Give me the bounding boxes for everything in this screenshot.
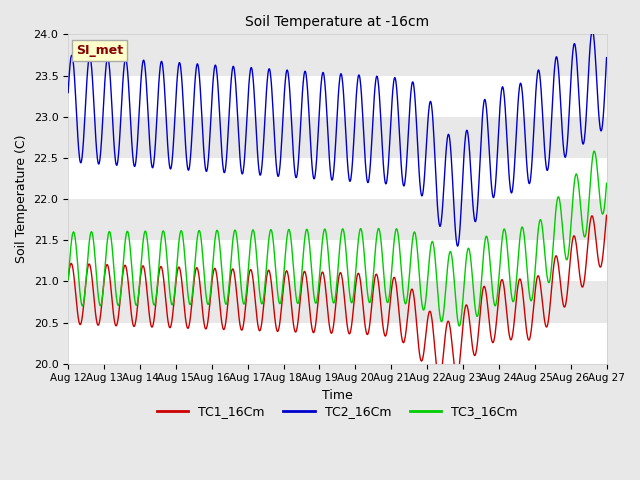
TC3_16Cm [64, 277, 72, 283]
Bar [68, 199, 607, 240]
Bar [68, 35, 607, 75]
TC2_16Cm [244, 94, 252, 99]
TC3_16Cm [171, 288, 179, 294]
TC1_16Cm [492, 328, 499, 334]
Bar [68, 281, 607, 323]
TC3_16Cm [184, 291, 192, 297]
TC1_16Cm [421, 342, 429, 348]
TC1_16Cm [435, 378, 443, 384]
TC3_16Cm [421, 304, 429, 310]
X-axis label: Time: Time [322, 389, 353, 402]
Bar [68, 158, 607, 199]
TC2_16Cm [64, 90, 72, 96]
TC1_16Cm [171, 290, 179, 296]
Text: SI_met: SI_met [76, 44, 124, 57]
TC1_16Cm [603, 213, 611, 218]
TC3_16Cm [603, 180, 611, 186]
TC2_16Cm [603, 55, 611, 60]
TC1_16Cm [244, 278, 252, 284]
TC2_16Cm [539, 119, 547, 124]
TC2_16Cm [421, 170, 429, 176]
TC1_16Cm [64, 276, 72, 282]
Line: TC2_16Cm: TC2_16Cm [68, 30, 607, 246]
TC2_16Cm [184, 167, 192, 172]
Bar [68, 117, 607, 158]
TC3_16Cm [455, 323, 463, 329]
TC1_16Cm [539, 304, 547, 310]
Title: Soil Temperature at -16cm: Soil Temperature at -16cm [245, 15, 429, 29]
TC2_16Cm [454, 243, 461, 249]
TC1_16Cm [184, 325, 192, 331]
TC2_16Cm [589, 27, 596, 33]
TC3_16Cm [590, 148, 598, 154]
Y-axis label: Soil Temperature (C): Soil Temperature (C) [15, 135, 28, 264]
Line: TC3_16Cm: TC3_16Cm [68, 151, 607, 326]
TC2_16Cm [171, 117, 179, 122]
Bar [68, 75, 607, 117]
TC3_16Cm [492, 303, 499, 309]
TC2_16Cm [492, 182, 499, 188]
TC3_16Cm [539, 230, 547, 236]
Line: TC1_16Cm: TC1_16Cm [68, 216, 607, 381]
Bar [68, 323, 607, 364]
TC3_16Cm [244, 269, 252, 275]
Legend: TC1_16Cm, TC2_16Cm, TC3_16Cm: TC1_16Cm, TC2_16Cm, TC3_16Cm [152, 400, 523, 423]
Bar [68, 240, 607, 281]
